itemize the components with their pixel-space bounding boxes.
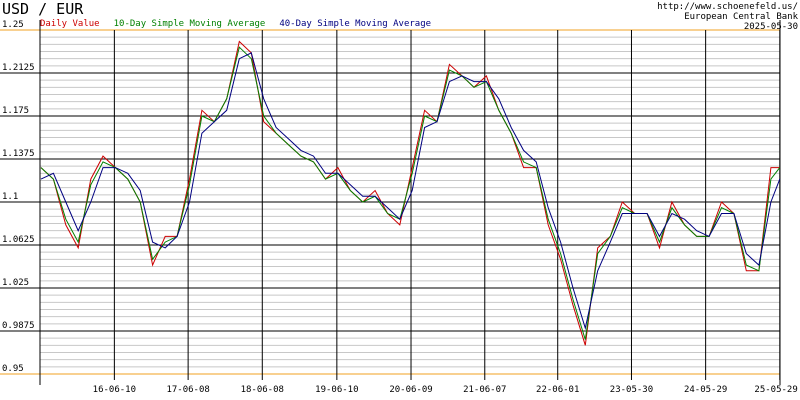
date: 2025-05-30 <box>744 22 798 32</box>
y-tick-label: 1.1375 <box>2 149 35 159</box>
x-tick-label: 25-05-29 <box>754 385 797 395</box>
legend-label: Daily Value <box>40 19 100 29</box>
series-line <box>40 46 781 340</box>
series-line <box>40 40 780 346</box>
y-tick-label: 1.175 <box>2 106 29 116</box>
x-tick-label: 23-05-30 <box>610 385 653 395</box>
y-tick-label: 1.25 <box>2 20 24 30</box>
legend-label: 10-Day Simple Moving Average <box>114 19 266 29</box>
y-tick-label: 1.025 <box>2 278 29 288</box>
y-tick-label: 1.1 <box>2 192 18 202</box>
x-tick-label: 24-05-29 <box>684 385 727 395</box>
source: European Central Bank <box>684 12 798 22</box>
legend-label: 40-Day Simple Moving Average <box>279 19 431 29</box>
source-url: http://www.schoenefeld.us/ <box>657 2 798 12</box>
series-line <box>40 52 781 331</box>
x-tick-label: 17-06-08 <box>166 385 209 395</box>
y-tick-label: 1.2125 <box>2 63 35 73</box>
x-tick-label: 20-06-09 <box>389 385 432 395</box>
x-tick-label: 19-06-10 <box>315 385 358 395</box>
y-tick-label: 1.0625 <box>2 235 35 245</box>
x-tick-label: 18-06-08 <box>241 385 284 395</box>
x-tick-label: 21-06-07 <box>463 385 506 395</box>
x-tick-label: 22-06-01 <box>536 385 579 395</box>
chart-title: USD / EUR <box>2 0 84 18</box>
y-tick-label: 0.9875 <box>2 321 35 331</box>
x-tick-label: 16-06-10 <box>93 385 136 395</box>
y-tick-label: 0.95 <box>2 364 24 374</box>
